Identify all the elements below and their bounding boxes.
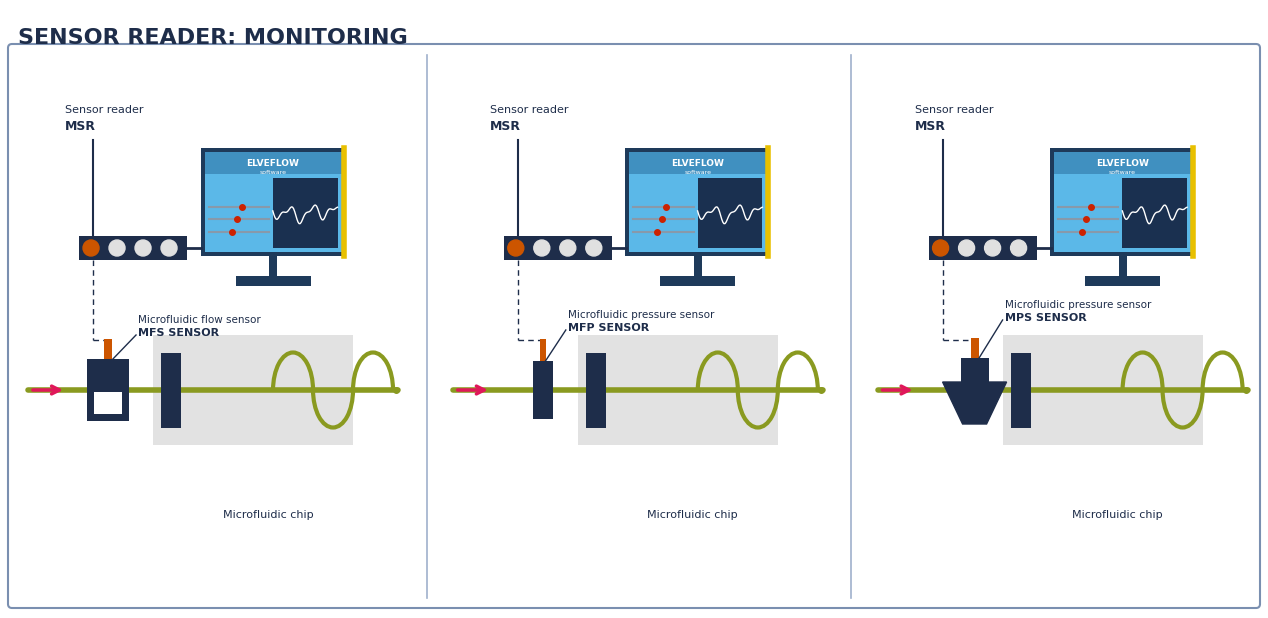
FancyBboxPatch shape: [204, 152, 341, 252]
FancyBboxPatch shape: [586, 352, 606, 428]
FancyBboxPatch shape: [661, 276, 735, 286]
Text: MSR: MSR: [65, 120, 96, 133]
Text: Sensor reader: Sensor reader: [65, 105, 143, 115]
Text: software: software: [260, 169, 287, 174]
Text: MSR: MSR: [914, 120, 946, 133]
Circle shape: [82, 240, 99, 256]
FancyBboxPatch shape: [1011, 352, 1031, 428]
Circle shape: [559, 240, 576, 256]
Text: software: software: [1110, 169, 1136, 174]
FancyBboxPatch shape: [1054, 152, 1191, 174]
Text: Microfluidic pressure sensor: Microfluidic pressure sensor: [568, 310, 714, 320]
Circle shape: [161, 240, 178, 256]
Text: MSR: MSR: [489, 120, 521, 133]
Text: ELVEFLOW: ELVEFLOW: [1096, 158, 1149, 167]
FancyBboxPatch shape: [87, 359, 129, 421]
Circle shape: [959, 240, 975, 256]
FancyBboxPatch shape: [1122, 178, 1187, 248]
Text: Microfluidic chip: Microfluidic chip: [1073, 510, 1163, 520]
Circle shape: [109, 240, 126, 256]
FancyBboxPatch shape: [153, 335, 353, 445]
Polygon shape: [942, 382, 1007, 424]
FancyBboxPatch shape: [533, 361, 553, 419]
Circle shape: [984, 240, 1000, 256]
Circle shape: [534, 240, 550, 256]
FancyBboxPatch shape: [94, 392, 122, 414]
FancyBboxPatch shape: [961, 358, 989, 382]
Text: Microfluidic pressure sensor: Microfluidic pressure sensor: [1004, 300, 1151, 310]
FancyBboxPatch shape: [200, 148, 345, 256]
FancyBboxPatch shape: [1054, 152, 1191, 252]
FancyBboxPatch shape: [269, 256, 276, 276]
FancyBboxPatch shape: [1085, 276, 1160, 286]
Text: Microfluidic chip: Microfluidic chip: [648, 510, 738, 520]
FancyBboxPatch shape: [694, 256, 701, 276]
Text: Sensor reader: Sensor reader: [914, 105, 993, 115]
Circle shape: [134, 240, 151, 256]
FancyBboxPatch shape: [1003, 335, 1202, 445]
Text: Microfluidic chip: Microfluidic chip: [223, 510, 313, 520]
Text: ELVEFLOW: ELVEFLOW: [671, 158, 724, 167]
FancyBboxPatch shape: [1050, 148, 1194, 256]
Text: software: software: [685, 169, 711, 174]
Circle shape: [1011, 240, 1027, 256]
FancyBboxPatch shape: [540, 339, 545, 361]
Circle shape: [586, 240, 602, 256]
Text: MFP SENSOR: MFP SENSOR: [568, 323, 649, 333]
Text: MPS SENSOR: MPS SENSOR: [1004, 313, 1087, 323]
FancyBboxPatch shape: [928, 236, 1036, 260]
FancyBboxPatch shape: [625, 148, 770, 256]
FancyBboxPatch shape: [8, 44, 1260, 608]
Text: Microfluidic flow sensor: Microfluidic flow sensor: [138, 315, 261, 325]
Text: ELVEFLOW: ELVEFLOW: [246, 158, 299, 167]
Text: SENSOR READER: MONITORING: SENSOR READER: MONITORING: [18, 28, 408, 48]
FancyBboxPatch shape: [970, 338, 979, 358]
FancyBboxPatch shape: [578, 335, 777, 445]
FancyBboxPatch shape: [629, 152, 766, 174]
Text: MFS SENSOR: MFS SENSOR: [138, 328, 219, 338]
FancyBboxPatch shape: [236, 276, 311, 286]
FancyBboxPatch shape: [161, 352, 181, 428]
FancyBboxPatch shape: [204, 152, 341, 174]
FancyBboxPatch shape: [273, 178, 337, 248]
FancyBboxPatch shape: [629, 152, 766, 252]
FancyBboxPatch shape: [697, 178, 762, 248]
Circle shape: [507, 240, 524, 256]
Text: Sensor reader: Sensor reader: [489, 105, 568, 115]
Circle shape: [932, 240, 948, 256]
FancyBboxPatch shape: [503, 236, 611, 260]
FancyBboxPatch shape: [79, 236, 186, 260]
FancyBboxPatch shape: [104, 339, 112, 359]
FancyBboxPatch shape: [1118, 256, 1126, 276]
